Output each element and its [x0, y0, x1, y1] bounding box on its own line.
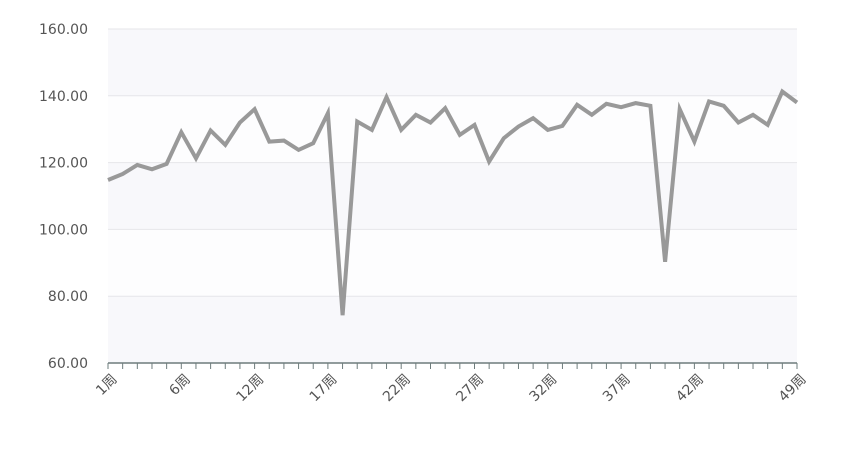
y-tick-label: 120.00: [39, 156, 88, 172]
x-tick-label: 37周: [600, 371, 634, 405]
x-tick-label: 42周: [673, 371, 707, 405]
grid-band: [108, 162, 797, 230]
x-tick-label: 22周: [380, 371, 414, 405]
y-tick-label: 100.00: [39, 222, 88, 238]
x-tick-label: 6周: [166, 371, 194, 399]
grid-band: [108, 95, 797, 163]
x-tick-label: 49周: [776, 371, 810, 405]
x-tick-label: 1周: [93, 371, 121, 399]
y-tick-label: 60.00: [48, 356, 88, 372]
grid-band: [108, 229, 797, 297]
x-tick-label: 17周: [307, 371, 341, 405]
grid-band: [108, 29, 797, 96]
y-tick-label: 80.00: [48, 289, 88, 305]
grid-band: [108, 296, 797, 363]
y-tick-label: 140.00: [39, 89, 88, 105]
series-line: [107, 88, 799, 316]
y-tick-label: 160.00: [39, 22, 88, 38]
x-tick-label: 27周: [453, 371, 487, 405]
x-tick-label: 32周: [527, 371, 561, 405]
x-tick-label: 12周: [233, 371, 267, 405]
